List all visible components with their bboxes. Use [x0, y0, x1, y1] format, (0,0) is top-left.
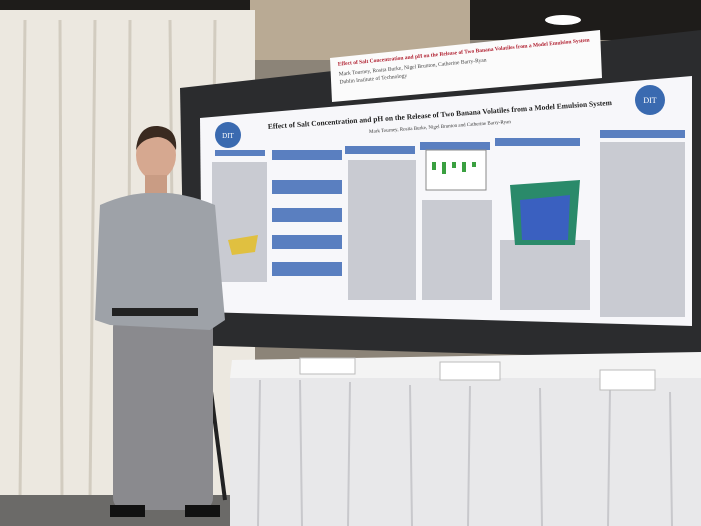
- light: [545, 15, 581, 25]
- poster-headers: [215, 130, 685, 276]
- logo-right: [635, 85, 665, 115]
- person: [95, 125, 225, 517]
- logo-text: DIT: [643, 96, 656, 105]
- skirt-folds: [257, 379, 673, 526]
- handouts: [299, 357, 656, 391]
- logo-text: DIT: [222, 132, 234, 140]
- sign: [330, 30, 602, 102]
- surface-plot-inner: [520, 195, 570, 240]
- poster-text-blocks: [212, 142, 685, 317]
- table-skirt: [230, 378, 701, 526]
- logo-left: [215, 122, 241, 148]
- banana: [228, 235, 258, 255]
- bar-plot-bars: [432, 162, 476, 174]
